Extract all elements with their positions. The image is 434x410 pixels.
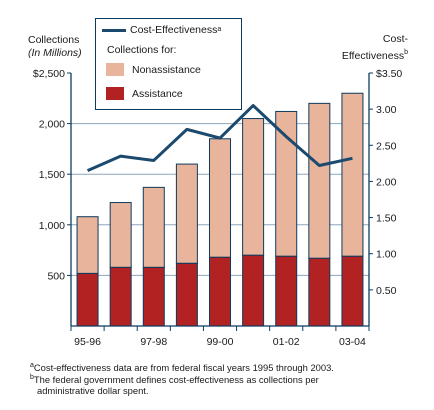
x-tick-label: 97-98 (140, 336, 167, 348)
left-tick-label: $2,500 (33, 68, 65, 80)
legend-item-cost-effectiveness: Cost-Effectiveness a (96, 24, 221, 36)
x-tick-label: 01-02 (273, 336, 300, 348)
x-tick-label: 03-04 (339, 336, 366, 348)
footnotes: aCost-effectiveness data are from federa… (30, 362, 426, 397)
left-axis-unit: (In Millions) (28, 47, 82, 59)
bar-nonassistance (209, 138, 231, 258)
legend-line-swatch (102, 28, 126, 32)
bar-nonassistance (175, 163, 198, 264)
bar-nonassistance (142, 186, 165, 268)
bar-nonassistance (242, 118, 265, 256)
bar-assistance (209, 256, 231, 327)
bar-assistance (76, 272, 99, 327)
cost-effectiveness-line (86, 104, 353, 172)
right-tick-label: $3.50 (376, 68, 402, 80)
left-axis-title: Collections (In Millions) (28, 34, 82, 60)
legend-item-assistance: Assistance (96, 87, 183, 100)
legend-assistance-swatch (106, 87, 124, 100)
legend: Cost-Effectiveness a Collections for: Non… (95, 18, 242, 110)
left-tick-label: 1,000 (39, 220, 65, 232)
footnote-b: bThe federal government defines cost-eff… (30, 373, 426, 397)
legend-item-nonassistance: Nonassistance (96, 63, 201, 76)
footnote-a-text: Cost-effectiveness data are from federal… (33, 362, 334, 373)
bar-assistance (142, 266, 165, 327)
footnote-a: aCost-effectiveness data are from federa… (30, 362, 426, 374)
footnote-b-mark: b (30, 373, 34, 381)
right-tick-label: 1.00 (376, 249, 397, 261)
left-tick-label: 1,500 (39, 169, 65, 181)
bar-nonassistance (76, 216, 99, 274)
legend-nonassistance-swatch (106, 63, 124, 76)
footnote-a-mark: a (30, 361, 34, 369)
bar-assistance (242, 254, 265, 327)
x-tick-label: 99-00 (207, 336, 234, 348)
right-axis-footnote-mark: b (404, 49, 408, 56)
left-tick-label: 500 (47, 270, 65, 282)
right-tick-label: 1.50 (376, 213, 397, 225)
right-tick-label: 2.50 (376, 140, 397, 152)
legend-nonassistance-label: Nonassistance (132, 63, 201, 76)
bar-assistance (308, 257, 331, 327)
right-axis-label: Cost- Effectiveness (341, 33, 408, 62)
right-tick-label: 0.50 (376, 285, 397, 297)
legend-heading: Collections for: (107, 44, 177, 56)
footnote-b-text-2: administrative dollar spent. (37, 385, 149, 396)
bar-nonassistance (109, 202, 132, 268)
left-tick-label: 2,000 (39, 119, 65, 131)
bar-nonassistance (341, 92, 364, 257)
left-axis-label: Collections (28, 34, 80, 46)
bar-assistance (175, 262, 198, 327)
right-tick-label: 2.00 (376, 176, 397, 188)
bar-nonassistance (308, 102, 331, 259)
bar-assistance (341, 255, 364, 327)
right-tick-label: 3.00 (376, 104, 397, 116)
x-tick-label: 95-96 (74, 336, 101, 348)
bar-assistance (109, 266, 132, 327)
bar-nonassistance (275, 110, 298, 257)
footnote-b-text-1: The federal government defines cost-effe… (33, 373, 319, 385)
legend-line-label: Cost-Effectiveness (130, 24, 218, 36)
bar-assistance (275, 255, 298, 327)
legend-assistance-label: Assistance (132, 87, 183, 100)
right-axis-title: Cost- Effectivenessb (308, 33, 408, 63)
